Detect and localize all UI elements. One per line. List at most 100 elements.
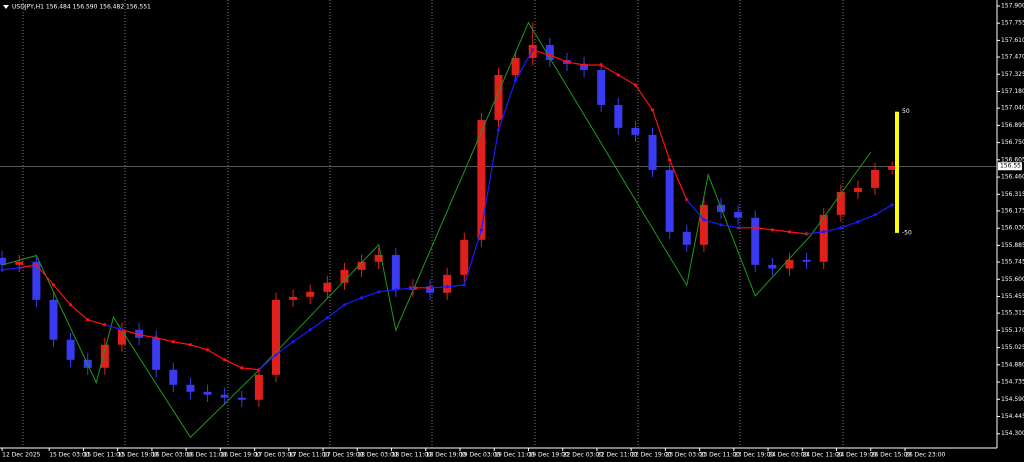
- x-tick-label: 17 Dec 19:00: [323, 452, 364, 459]
- x-tick-label: 16 Dec 19:00: [220, 452, 261, 459]
- candle-body: [768, 264, 777, 269]
- ma-segment: [53, 284, 72, 306]
- candle-body: [785, 259, 794, 269]
- ma-segment: [772, 229, 790, 233]
- ma-segment: [497, 79, 517, 131]
- ma-segment: [224, 359, 243, 369]
- candle-body: [836, 191, 845, 215]
- ma-segment: [447, 284, 465, 288]
- candle-body: [0, 257, 7, 265]
- ma-segment: [70, 304, 89, 321]
- y-tick-label: 156.030: [1001, 225, 1024, 232]
- gauge-bar: [895, 111, 899, 233]
- x-tick-label: 19 Dec 19:00: [528, 452, 569, 459]
- ma-segment: [430, 286, 448, 289]
- ma-segment: [309, 317, 328, 331]
- y-tick-label: 154.445: [1001, 413, 1024, 420]
- candle-body: [271, 299, 280, 375]
- x-tick-label: 17 Dec 03:00: [255, 452, 296, 459]
- current-price-label: 156.551: [1000, 163, 1024, 170]
- candle-body: [511, 57, 520, 75]
- candle-body: [426, 286, 435, 293]
- x-tick-label: 19 Dec 03:00: [460, 452, 501, 459]
- candle-body: [66, 339, 75, 360]
- ma-segment: [156, 337, 174, 343]
- ma-segment: [395, 287, 413, 291]
- x-tick-label: 19 Dec 11:00: [494, 452, 535, 459]
- ma-segment: [566, 61, 585, 66]
- candle-body: [357, 261, 366, 270]
- ma-segment: [874, 204, 893, 216]
- y-tick-label: 157.610: [1001, 37, 1024, 44]
- candle-body: [254, 374, 263, 400]
- ma-segment: [480, 129, 500, 230]
- ma-segment: [720, 224, 739, 229]
- y-tick-label: 157.180: [1001, 88, 1024, 95]
- candle-body: [597, 69, 606, 105]
- candle-body: [853, 187, 862, 192]
- ma-segment: [618, 74, 636, 86]
- candle-body: [169, 369, 178, 385]
- candle-body: [494, 74, 503, 120]
- ma-segment: [241, 367, 259, 371]
- x-tick-label: 15 Dec 03:00: [49, 452, 90, 459]
- ma-segment: [600, 64, 619, 76]
- x-tick-label: 26 Dec 15:00: [871, 452, 912, 459]
- candle-body: [734, 211, 743, 218]
- x-tick-label: 18 Dec 11:00: [392, 452, 433, 459]
- x-tick-label: 17 Dec 11:00: [289, 452, 330, 459]
- candle-body: [819, 214, 828, 262]
- ma-segment: [104, 324, 123, 331]
- candle-body: [203, 391, 212, 395]
- y-tick-label: 155.315: [1001, 310, 1024, 317]
- y-tick-label: 157.040: [1001, 105, 1024, 112]
- ma-segment: [651, 109, 671, 161]
- candle-body: [374, 254, 383, 262]
- ma-segment: [463, 229, 482, 286]
- x-tick-label: 26 Dec 23:00: [905, 452, 946, 459]
- symbol-icon: [3, 5, 9, 9]
- x-tick-label: 15 Dec 11:00: [83, 452, 124, 459]
- ma-segment: [789, 231, 807, 235]
- candle-body: [152, 337, 161, 370]
- candle-body: [49, 299, 58, 340]
- y-tick-label: 157.900: [1001, 2, 1024, 9]
- x-tick-label: 16 Dec 11:00: [186, 452, 227, 459]
- candle-body: [888, 166, 897, 170]
- x-tick-label: 15 Dec 19:00: [118, 452, 159, 459]
- y-tick-label: 156.175: [1001, 207, 1024, 214]
- candle-body: [871, 169, 880, 188]
- y-tick-label: 155.600: [1001, 276, 1024, 283]
- candle-body: [306, 291, 315, 297]
- ma-segment: [669, 159, 688, 201]
- x-tick-label: 22 Dec 19:00: [631, 452, 672, 459]
- x-tick-label: 22 Dec 11:00: [597, 452, 638, 459]
- candle-body: [477, 119, 486, 240]
- y-tick-label: 155.455: [1001, 293, 1024, 300]
- x-tick-label: 23 Dec 19:00: [734, 452, 775, 459]
- ma-segment: [755, 227, 773, 231]
- x-tick-label: 12 Dec 2025: [2, 452, 41, 459]
- candle-body: [443, 274, 452, 293]
- x-tick-label: 16 Dec 03:00: [152, 452, 193, 459]
- ma-segment: [275, 341, 294, 356]
- y-tick-label: 154.300: [1001, 430, 1024, 437]
- candle-body: [614, 104, 623, 128]
- y-tick-label: 154.735: [1001, 379, 1024, 386]
- x-tick-label: 22 Dec 03:00: [563, 452, 604, 459]
- ma-segment: [703, 219, 722, 226]
- y-tick-label: 157.755: [1001, 20, 1024, 27]
- ma-segment: [857, 214, 876, 223]
- y-tick-label: 155.025: [1001, 344, 1024, 351]
- ma-segment: [207, 349, 225, 361]
- candle-body: [100, 344, 109, 368]
- candle-body: [699, 204, 708, 245]
- ma-segment: [515, 49, 534, 81]
- ma-segment: [190, 344, 208, 351]
- y-tick-label: 156.895: [1001, 122, 1024, 129]
- x-tick-label: 18 Dec 03:00: [357, 452, 398, 459]
- candle-body: [289, 296, 298, 300]
- ma-segment: [361, 291, 379, 299]
